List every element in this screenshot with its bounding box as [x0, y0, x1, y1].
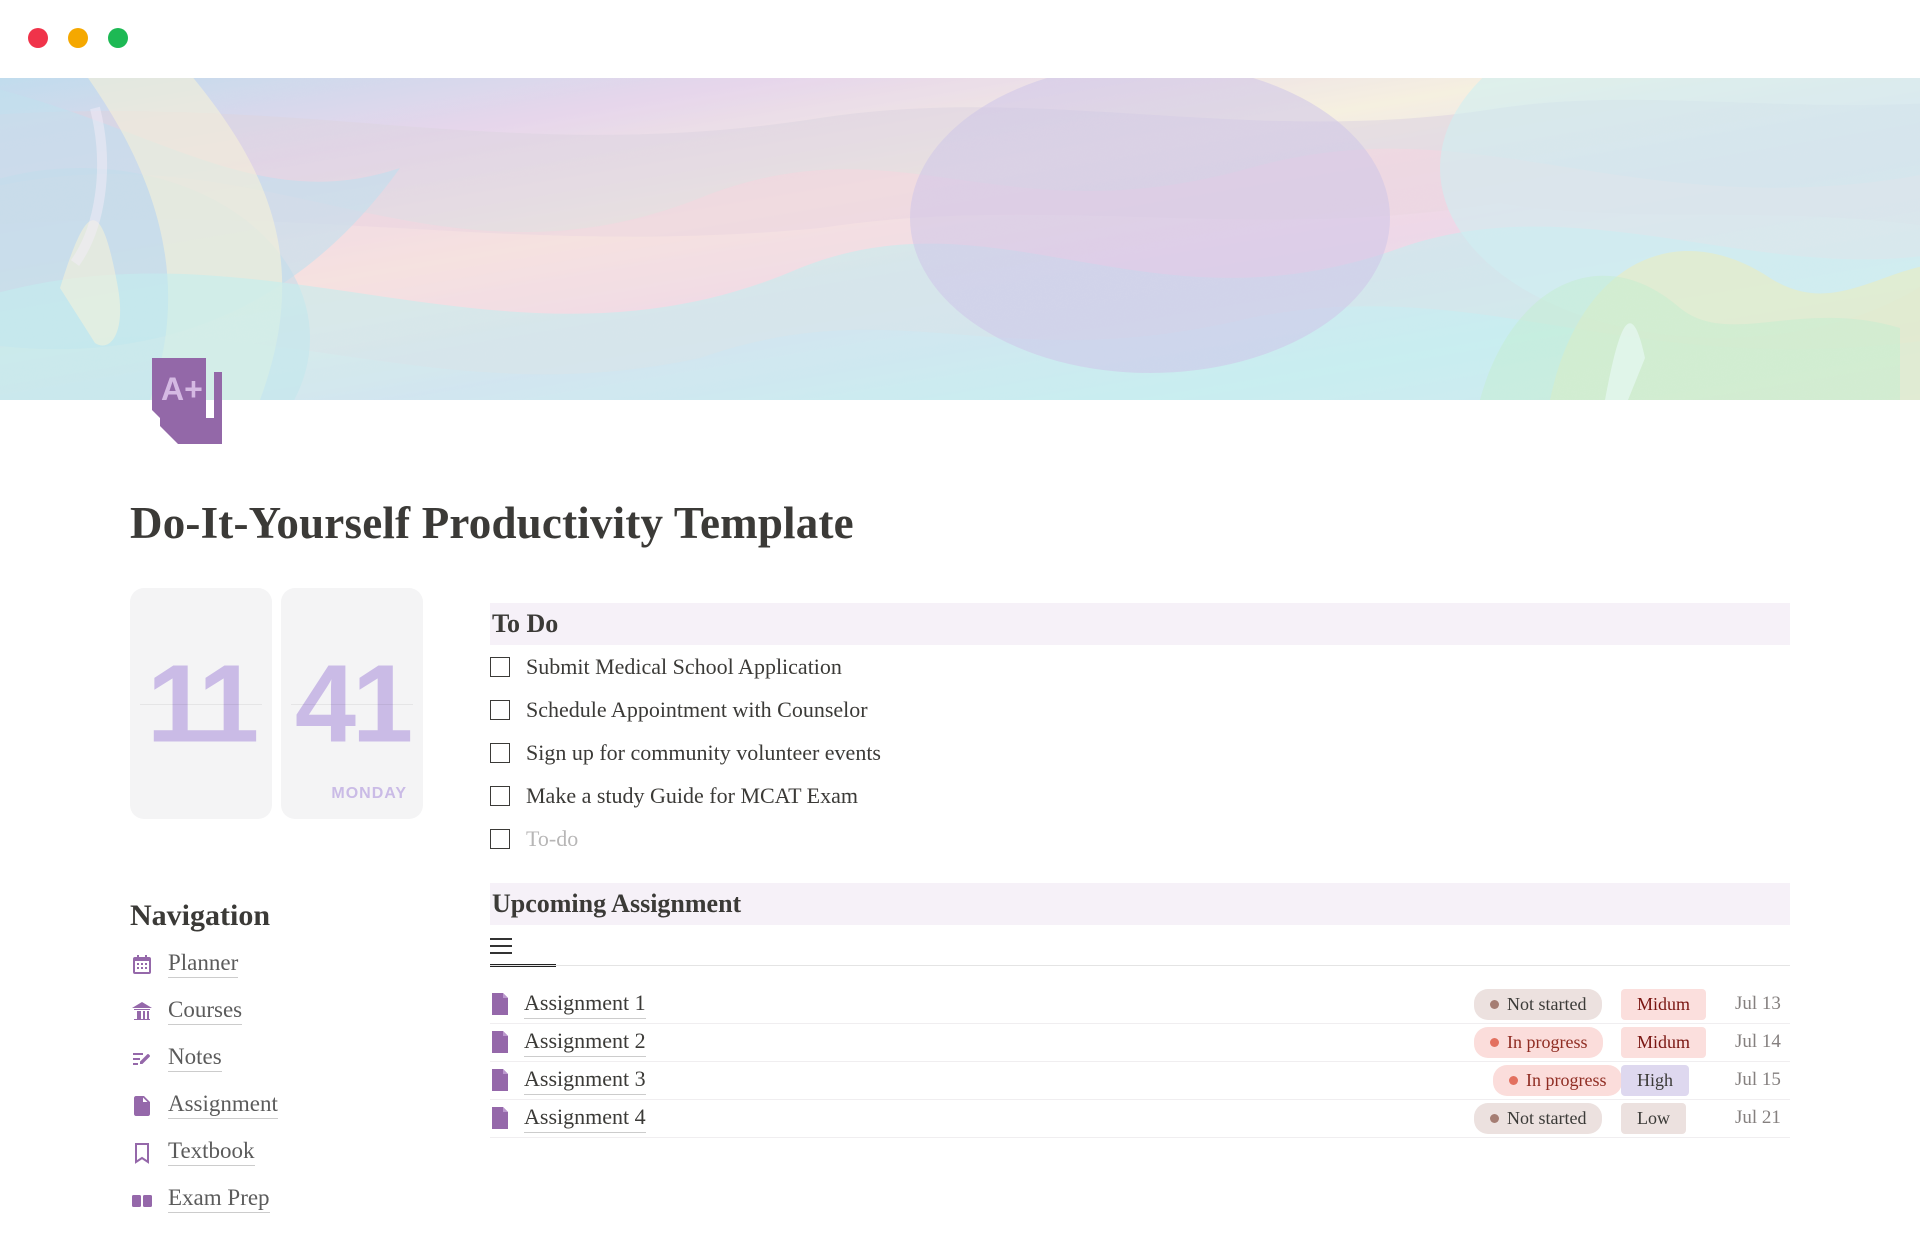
- svg-text:A+: A+: [161, 371, 203, 407]
